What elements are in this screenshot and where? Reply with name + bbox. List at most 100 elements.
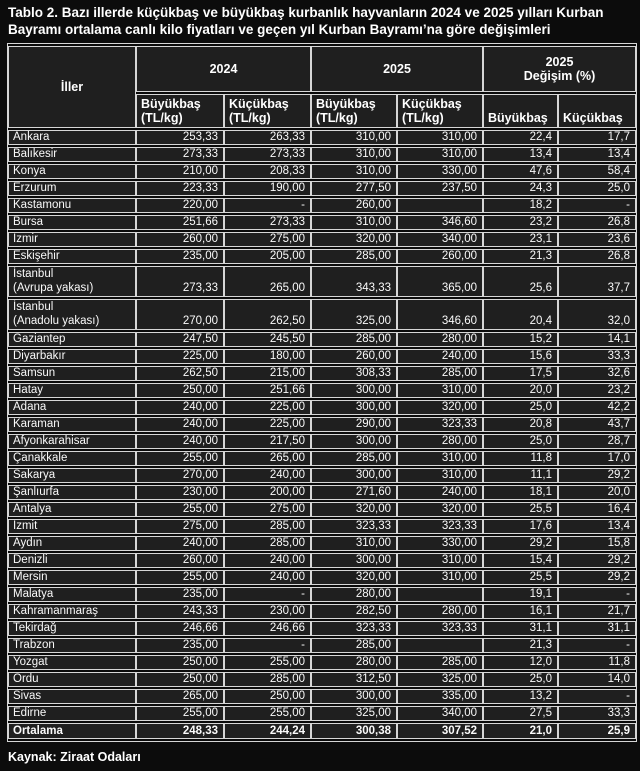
- table-row: Şanlıurfa 230,00 200,00 271,60 240,00 18,1 20,…: [8, 485, 637, 500]
- value-change-buyukbas: 18,1: [483, 485, 558, 500]
- value-kucukbas-2024: 205,00: [224, 249, 311, 264]
- table-row: Antalya 255,00 275,00 320,00 320,00 25,5 16,4: [8, 502, 637, 517]
- value-kucukbas-2025: 310,00: [397, 570, 483, 585]
- value-buyukbas-2024: 240,00: [136, 417, 224, 432]
- value-kucukbas-2025: 340,00: [397, 232, 483, 247]
- value-change-kucukbas: 17,7: [558, 130, 637, 145]
- table-row: Trabzon 235,00-285,00 21,3-: [8, 638, 637, 653]
- province-name: Afyonkarahisar: [8, 434, 136, 449]
- value-buyukbas-2025: 310,00: [311, 215, 397, 230]
- value-change-buyukbas: 13,2: [483, 689, 558, 704]
- value-buyukbas-2024: 270,00: [136, 468, 224, 483]
- value-change-kucukbas: 28,7: [558, 434, 637, 449]
- value-kucukbas-2024: 273,33: [224, 147, 311, 162]
- value-kucukbas-2025: 335,00: [397, 689, 483, 704]
- value-change-kucukbas: 20,0: [558, 485, 637, 500]
- value-change-kucukbas: 32,6: [558, 366, 637, 381]
- province-name: Diyarbakır: [8, 349, 136, 364]
- value-change-kucukbas: 17,0: [558, 451, 637, 466]
- value-change-buyukbas: 21,0: [483, 723, 558, 739]
- value-change-buyukbas: 47,6: [483, 164, 558, 179]
- table-row: İzmit 275,00 285,00 323,33 323,33 17,6 13,4: [8, 519, 637, 534]
- province-name: Çanakkale: [8, 451, 136, 466]
- value-change-buyukbas: 21,3: [483, 249, 558, 264]
- value-buyukbas-2024: 253,33: [136, 130, 224, 145]
- value-kucukbas-2024: -: [224, 638, 311, 653]
- table-row: Çanakkale 255,00 265,00 285,00 310,00 11,8 17,…: [8, 451, 637, 466]
- table-row: Afyonkarahisar 240,00 217,50 300,00 280,00 25…: [8, 434, 637, 449]
- value-buyukbas-2025: 285,00: [311, 249, 397, 264]
- table-row: Tekirdağ 246,66 246,66 323,33 323,33 31,1 31,1: [8, 621, 637, 636]
- header-row-groups: İller 2024 2025 2025 Değişim (%): [8, 46, 637, 128]
- value-buyukbas-2024: 260,00: [136, 553, 224, 568]
- value-buyukbas-2024: 247,50: [136, 332, 224, 347]
- value-kucukbas-2025: 310,00: [397, 147, 483, 162]
- province-name: Konya: [8, 164, 136, 179]
- province-name: Edirne: [8, 706, 136, 721]
- value-change-kucukbas: -: [558, 638, 637, 653]
- value-kucukbas-2025: 365,00: [397, 266, 483, 297]
- value-buyukbas-2024: 240,00: [136, 400, 224, 415]
- value-buyukbas-2025: 285,00: [311, 332, 397, 347]
- value-kucukbas-2024: 273,33: [224, 215, 311, 230]
- value-change-buyukbas: 12,0: [483, 655, 558, 670]
- column-header-iller: İller: [8, 46, 136, 128]
- value-kucukbas-2024: 217,50: [224, 434, 311, 449]
- province-name: Kahramanmaraş: [8, 604, 136, 619]
- value-buyukbas-2025: 320,00: [311, 232, 397, 247]
- value-kucukbas-2024: -: [224, 587, 311, 602]
- value-buyukbas-2025: 325,00: [311, 706, 397, 721]
- value-change-buyukbas: 27,5: [483, 706, 558, 721]
- value-kucukbas-2025: 280,00: [397, 332, 483, 347]
- value-buyukbas-2025: 320,00: [311, 502, 397, 517]
- value-kucukbas-2025: 330,00: [397, 164, 483, 179]
- value-buyukbas-2025: 282,50: [311, 604, 397, 619]
- value-change-kucukbas: 23,6: [558, 232, 637, 247]
- value-buyukbas-2024: 225,00: [136, 349, 224, 364]
- value-kucukbas-2025: 280,00: [397, 434, 483, 449]
- value-kucukbas-2025: 237,50: [397, 181, 483, 196]
- value-kucukbas-2024: 285,00: [224, 672, 311, 687]
- province-name: Antalya: [8, 502, 136, 517]
- total-row: Ortalama 248,33 244,24 300,38 307,52 21,0 25,9: [8, 723, 637, 739]
- value-buyukbas-2025: 290,00: [311, 417, 397, 432]
- province-name: İstanbul (Anadolu yakası): [8, 299, 136, 330]
- value-kucukbas-2024: 225,00: [224, 417, 311, 432]
- value-kucukbas-2024: 244,24: [224, 723, 311, 739]
- province-name: İzmit: [8, 519, 136, 534]
- value-buyukbas-2025: 310,00: [311, 164, 397, 179]
- value-change-kucukbas: 42,2: [558, 400, 637, 415]
- value-kucukbas-2024: 240,00: [224, 468, 311, 483]
- table-row: Aydın 240,00 285,00 310,00 330,00 29,2 15,8: [8, 536, 637, 551]
- value-kucukbas-2024: 265,00: [224, 451, 311, 466]
- source-note: Kaynak: Ziraat Odaları: [8, 750, 141, 764]
- value-kucukbas-2024: 200,00: [224, 485, 311, 500]
- value-buyukbas-2025: 310,00: [311, 536, 397, 551]
- value-buyukbas-2025: 323,33: [311, 621, 397, 636]
- value-kucukbas-2024: 190,00: [224, 181, 311, 196]
- value-kucukbas-2024: 230,00: [224, 604, 311, 619]
- value-kucukbas-2025: 323,33: [397, 519, 483, 534]
- livestock-price-table: İller 2024 2025 2025 Değişim (%) Büyükba…: [8, 44, 637, 741]
- value-change-kucukbas: 21,7: [558, 604, 637, 619]
- value-kucukbas-2024: 255,00: [224, 706, 311, 721]
- value-change-kucukbas: 25,0: [558, 181, 637, 196]
- province-name: Mersin: [8, 570, 136, 585]
- value-change-buyukbas: 16,1: [483, 604, 558, 619]
- value-change-kucukbas: 11,8: [558, 655, 637, 670]
- value-buyukbas-2024: 270,00: [136, 299, 224, 330]
- value-kucukbas-2024: 215,00: [224, 366, 311, 381]
- table-row: Hatay 250,00 251,66 300,00 310,00 20,0 23,2: [8, 383, 637, 398]
- value-kucukbas-2025: 310,00: [397, 553, 483, 568]
- value-kucukbas-2024: 240,00: [224, 553, 311, 568]
- value-change-buyukbas: 25,0: [483, 400, 558, 415]
- value-kucukbas-2025: 323,33: [397, 621, 483, 636]
- value-change-kucukbas: 37,7: [558, 266, 637, 297]
- value-buyukbas-2025: 280,00: [311, 587, 397, 602]
- value-change-buyukbas: 19,1: [483, 587, 558, 602]
- value-kucukbas-2025: 260,00: [397, 249, 483, 264]
- value-buyukbas-2024: 240,00: [136, 434, 224, 449]
- province-name: İstanbul (Avrupa yakası): [8, 266, 136, 297]
- table-row: Mersin 255,00 240,00 320,00 310,00 25,5 29,2: [8, 570, 637, 585]
